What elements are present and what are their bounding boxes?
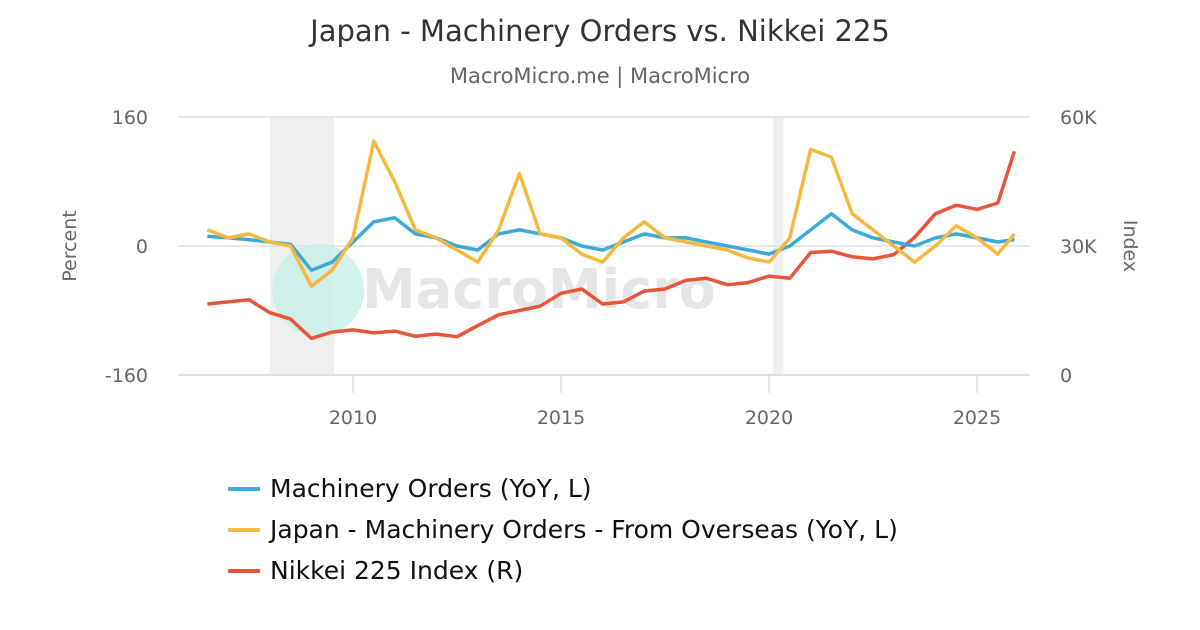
y-left-tick-label: 160 (112, 107, 148, 129)
y-right-tick-label: 30K (1060, 236, 1097, 258)
chart-subtitle: MacroMicro.me | MacroMicro (449, 64, 751, 88)
x-tick-label: 2025 (953, 407, 1001, 429)
legend-label: Machinery Orders (YoY, L) (270, 474, 592, 503)
legend-line-icon (228, 486, 260, 491)
y-left-tick-label: -160 (105, 365, 148, 387)
chart-title: Japan - Machinery Orders vs. Nikkei 225 (310, 14, 890, 48)
watermark-logo-icon (272, 244, 364, 336)
legend-line-icon (228, 568, 260, 573)
legend-item-nikkei[interactable]: Nikkei 225 Index (R) (228, 550, 898, 591)
series-line-2 (207, 150, 1017, 341)
y-left-tick-label: 0 (136, 236, 148, 258)
x-tick-label: 2010 (329, 407, 377, 429)
series-lines (206, 139, 1017, 341)
x-tick-label: 2015 (537, 407, 585, 429)
legend: Machinery Orders (YoY, L) Japan - Machin… (228, 468, 898, 591)
legend-label: Japan - Machinery Orders - From Overseas… (270, 515, 898, 544)
y-right-tick-label: 60K (1060, 107, 1097, 129)
legend-line-icon (228, 527, 260, 532)
y-axis-left-label: Percent (59, 210, 81, 282)
legend-label: Nikkei 225 Index (R) (270, 556, 524, 585)
series-line-1 (206, 139, 1016, 289)
axes: 160 60K 0 30K -160 0 2010 2015 2020 2025 (105, 107, 1097, 429)
y-axis-right-label: Index (1119, 220, 1141, 272)
legend-item-machinery-orders[interactable]: Machinery Orders (YoY, L) (228, 468, 898, 509)
x-tick-label: 2020 (745, 407, 793, 429)
y-right-tick-label: 0 (1060, 365, 1072, 387)
legend-item-overseas-orders[interactable]: Japan - Machinery Orders - From Overseas… (228, 509, 898, 550)
